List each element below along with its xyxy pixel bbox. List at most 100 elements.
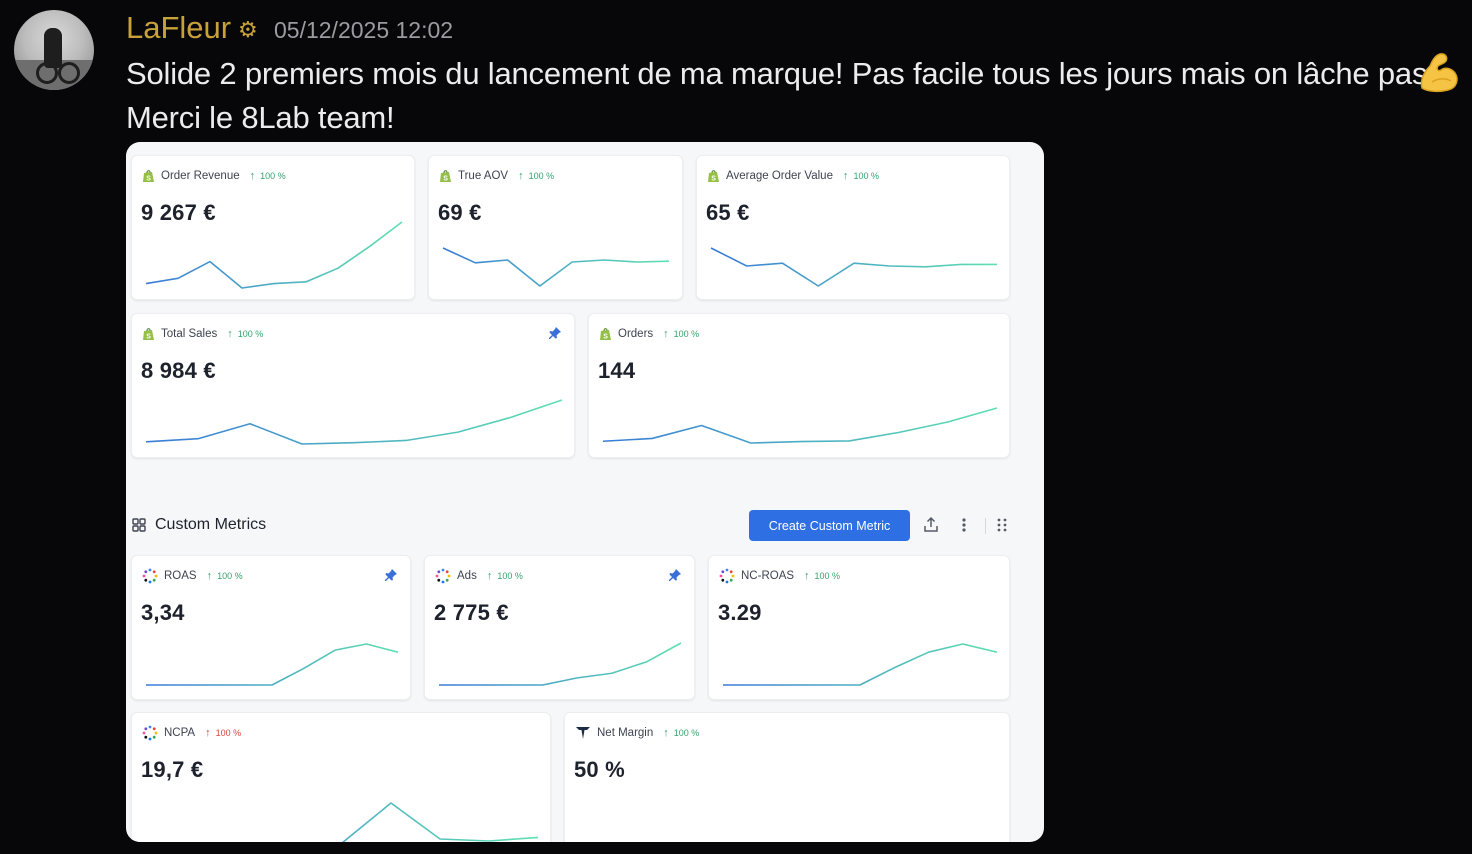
message-line-1: Solide 2 premiers mois du lancement de m… <box>126 56 1428 91</box>
sparkline <box>145 221 403 289</box>
metric-card-net-margin[interactable]: Net Margin ↑ 100 % 50 % <box>564 712 1010 842</box>
metric-card-roas[interactable]: ROAS ↑ 100 % 3,34 <box>131 555 411 700</box>
card-title: Net Margin <box>597 727 654 739</box>
trend-badge: ↑ 100 % <box>205 727 242 739</box>
sparkline <box>602 407 998 444</box>
dots-icon <box>142 568 158 584</box>
message-timestamp: 05/12/2025 12:02 <box>274 17 454 43</box>
more-vertical-icon[interactable] <box>955 516 973 534</box>
net-margin-logo-icon <box>576 727 590 739</box>
metric-card-true-aov[interactable]: S True AOV ↑ 100 % 69 € <box>428 155 683 300</box>
sparkline-series <box>145 221 403 289</box>
card-title: Orders <box>618 328 654 340</box>
trend-badge: ↑ 100 % <box>804 570 841 582</box>
card-title: Average Order Value <box>726 170 833 182</box>
arrow-up-icon: ↑ <box>486 570 493 582</box>
trend-badge: ↑ 100 % <box>842 170 880 182</box>
card-title: NC-ROAS <box>741 570 795 582</box>
svg-text:S: S <box>603 334 608 341</box>
sparkline <box>145 399 563 445</box>
card-title: Order Revenue <box>161 170 240 182</box>
sparkline <box>341 802 539 842</box>
arrow-up-icon: ↑ <box>206 570 213 582</box>
create-custom-metric-button[interactable]: Create Custom Metric <box>749 510 910 541</box>
export-icon[interactable] <box>922 516 940 534</box>
metric-card-total-sales[interactable]: S Total Sales ↑ 100 % 8 984 € <box>131 313 575 458</box>
arrow-up-icon: ↑ <box>227 328 233 340</box>
card-value: 3,34 <box>141 600 185 625</box>
sparkline-series <box>602 407 998 444</box>
arrow-up-icon: ↑ <box>518 170 524 182</box>
trend-badge: ↑ 100 % <box>206 570 243 582</box>
card-value: 2 775 € <box>434 600 509 625</box>
shopify-icon: S <box>708 170 719 183</box>
sparkline <box>442 247 670 287</box>
card-title: NCPA <box>164 727 196 739</box>
username[interactable]: LaFleur <box>126 10 232 45</box>
sparkline-series <box>723 643 998 686</box>
sparkline-series <box>145 399 563 445</box>
svg-text:S: S <box>711 176 716 183</box>
section-title-label: Custom Metrics <box>155 516 267 533</box>
trend-badge: ↑ 100 % <box>663 727 700 739</box>
card-title: Total Sales <box>161 328 218 340</box>
grid-icon <box>132 518 146 532</box>
card-value: 8 984 € <box>141 358 216 383</box>
user-avatar[interactable] <box>14 10 94 90</box>
arrow-up-icon: ↑ <box>249 170 256 182</box>
toolbar-divider <box>985 518 986 534</box>
card-title: Ads <box>457 570 477 582</box>
message-line-2: Merci le 8Lab team! <box>126 100 395 135</box>
pin-icon[interactable] <box>548 326 562 340</box>
pin-icon[interactable] <box>668 568 682 582</box>
arrow-up-icon: ↑ <box>804 570 810 582</box>
sparkline-series <box>439 642 682 686</box>
trend-badge: ↑ 100 % <box>663 328 700 340</box>
shopify-icon: S <box>600 328 611 341</box>
card-value: 3.29 <box>718 600 762 625</box>
metric-card-order-revenue[interactable]: S Order Revenue ↑ 100 % 9 267 € <box>131 155 415 300</box>
drag-handle-icon[interactable] <box>993 516 1011 534</box>
svg-text:S: S <box>146 334 151 341</box>
sparkline <box>723 643 998 686</box>
metric-card-ncpa[interactable]: NCPA ↑ 100 % 19,7 € <box>131 712 551 842</box>
arrow-up-icon: ↑ <box>663 727 669 739</box>
metric-card-orders[interactable]: S Orders ↑ 100 % 144 <box>588 313 1010 458</box>
trend-badge: ↑ 100 % <box>486 570 523 582</box>
trend-badge: ↑ 100 % <box>227 328 264 340</box>
pin-icon[interactable] <box>384 568 398 582</box>
shopify-icon: S <box>143 328 154 341</box>
metric-card-average-order-value[interactable]: S Average Order Value ↑ 100 % 65 € <box>696 155 1010 300</box>
arrow-up-icon: ↑ <box>205 727 211 739</box>
sparkline-series <box>442 247 670 287</box>
dashboard-screenshot: S Order Revenue ↑ 100 % 9 267 € S True AO… <box>126 142 1044 842</box>
card-value: 65 € <box>706 200 750 225</box>
svg-text:S: S <box>146 176 151 183</box>
dots-icon <box>435 568 451 584</box>
card-value: 50 % <box>574 757 625 782</box>
card-value: 69 € <box>438 200 482 225</box>
metric-card-nc-roas[interactable]: NC-ROAS ↑ 100 % 3.29 <box>708 555 1010 700</box>
shopify-icon: S <box>143 170 154 183</box>
dots-icon <box>719 568 735 584</box>
flexed-biceps-icon <box>1420 53 1458 93</box>
card-title: ROAS <box>164 570 197 582</box>
metric-card-ads[interactable]: Ads ↑ 100 % 2 775 € <box>424 555 695 700</box>
shopify-icon: S <box>440 170 451 183</box>
sparkline-series <box>146 643 399 686</box>
card-value: 144 <box>598 358 636 383</box>
section-title: Custom Metrics <box>132 516 266 534</box>
trend-badge: ↑ 100 % <box>518 170 555 182</box>
card-value: 9 267 € <box>141 200 216 225</box>
arrow-up-icon: ↑ <box>842 170 849 182</box>
sparkline <box>146 643 399 686</box>
card-title: True AOV <box>458 170 509 182</box>
arrow-up-icon: ↑ <box>663 328 669 340</box>
sparkline <box>439 642 682 686</box>
dots-icon <box>142 725 158 741</box>
sparkline-series <box>710 247 997 287</box>
sparkline <box>710 247 997 287</box>
sparkline-series <box>341 802 539 842</box>
svg-text:S: S <box>443 176 448 183</box>
gear-icon: ⚙ <box>238 17 258 42</box>
